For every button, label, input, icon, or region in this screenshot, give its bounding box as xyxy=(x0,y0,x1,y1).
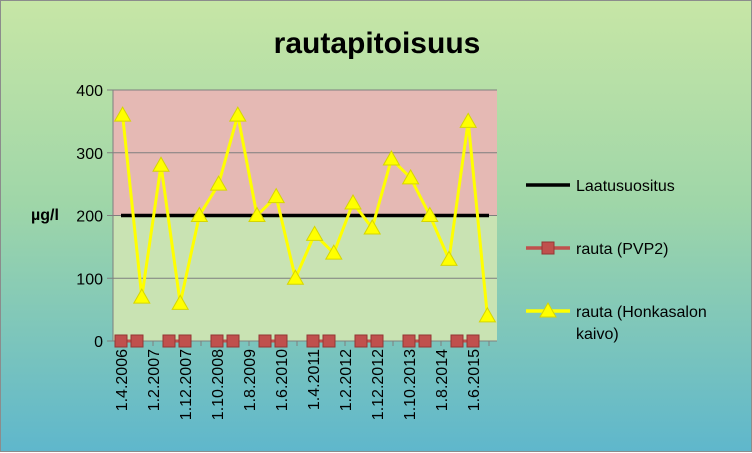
x-tick-label: 1.12.2007 xyxy=(178,349,195,420)
legend-label: rauta (PVP2) xyxy=(576,241,668,258)
x-tick-label: 1.2.2012 xyxy=(338,349,355,411)
legend-marker xyxy=(539,301,557,318)
data-point xyxy=(478,306,497,323)
data-point xyxy=(418,334,432,348)
data-point xyxy=(226,334,240,348)
x-tick-label: 1.12.2012 xyxy=(370,349,387,420)
y-tick-label: 400 xyxy=(76,83,103,100)
data-point xyxy=(363,219,382,235)
data-point xyxy=(324,244,343,260)
data-point xyxy=(370,334,384,348)
data-point xyxy=(274,334,288,348)
data-point xyxy=(267,187,286,204)
x-tick-label: 1.8.2009 xyxy=(242,349,259,411)
series-group xyxy=(113,106,497,348)
y-axis-label: µg/l xyxy=(31,207,59,224)
y-tick-labels: 0 100 200 300 400 xyxy=(76,83,103,351)
data-point xyxy=(459,112,478,128)
series-3 xyxy=(113,106,497,323)
legend-marker xyxy=(541,241,555,255)
data-point xyxy=(210,334,224,348)
series-line xyxy=(121,114,489,317)
data-point xyxy=(450,334,464,348)
data-point xyxy=(209,175,228,191)
data-point xyxy=(322,334,336,348)
legend-item-2: rauta (PVP2) xyxy=(526,241,668,258)
data-point xyxy=(114,334,128,348)
data-point xyxy=(113,106,132,122)
x-tick-labels: 1.4.2006 1.2.2007 1.12.2007 1.10.2008 1.8.20… xyxy=(114,341,490,420)
data-point xyxy=(305,225,324,241)
data-point xyxy=(178,334,192,348)
x-tick-label: 1.10.2008 xyxy=(210,349,227,420)
data-point xyxy=(354,334,368,348)
data-point xyxy=(162,334,176,348)
data-point xyxy=(344,193,362,210)
data-point xyxy=(248,206,266,222)
data-point xyxy=(420,206,439,222)
data-point xyxy=(132,288,151,304)
legend-item-3: rauta (Honkasalon kaivo) xyxy=(526,301,707,343)
x-tick-label: 1.6.2015 xyxy=(466,349,483,411)
data-point xyxy=(382,150,401,166)
data-point xyxy=(401,168,420,185)
x-tick-label: 1.4.2006 xyxy=(114,349,131,411)
legend-item-1: Laatusuositus xyxy=(526,178,675,195)
legend-label: rauta (Honkasalon xyxy=(576,304,707,321)
x-tick-label: 1.8.2014 xyxy=(434,349,451,411)
data-point xyxy=(228,106,247,122)
y-tick-label: 100 xyxy=(76,271,103,288)
y-tick-label: 0 xyxy=(94,334,103,351)
x-tick-label: 1.6.2010 xyxy=(274,349,291,411)
x-tick-label: 1.2.2007 xyxy=(146,349,163,411)
x-tick-label: 1.10.2013 xyxy=(402,349,419,420)
chart-title: rautapitoisuus xyxy=(274,27,481,60)
data-point xyxy=(190,206,209,222)
data-point xyxy=(402,334,416,348)
y-tick-label: 200 xyxy=(76,209,103,226)
legend: Laatusuositus rauta (PVP2) rauta (Honkasal… xyxy=(526,178,707,343)
legend-label: Laatusuositus xyxy=(576,178,675,195)
data-point xyxy=(258,334,272,348)
data-point xyxy=(152,156,170,172)
data-point xyxy=(171,294,190,310)
data-point xyxy=(286,269,305,285)
data-point xyxy=(466,334,480,348)
data-point xyxy=(130,334,144,348)
y-tick-label: 300 xyxy=(76,146,103,163)
x-tick-label: 1.4.2011 xyxy=(306,349,323,410)
legend-label: kaivo) xyxy=(576,326,619,343)
data-point xyxy=(306,334,320,348)
data-point xyxy=(440,250,458,266)
series-2 xyxy=(114,334,480,348)
